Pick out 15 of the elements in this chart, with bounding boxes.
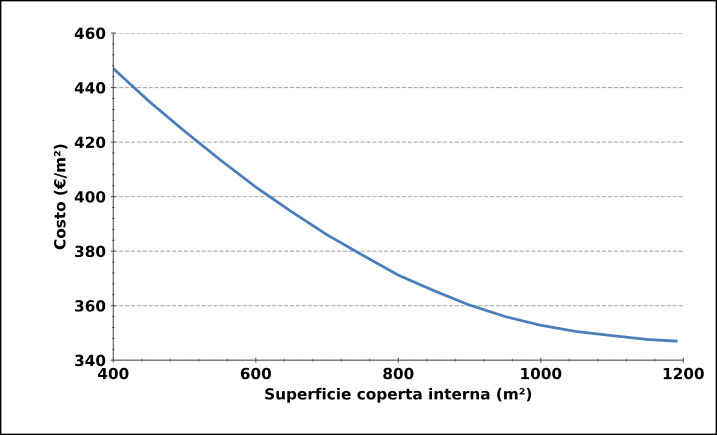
y-tick-label: 400 xyxy=(74,191,106,203)
y-tick-label: 340 xyxy=(75,354,106,366)
line-series xyxy=(113,67,678,342)
y-tick-label: 440 xyxy=(74,82,106,94)
y-axis-title: Costo (€/m²) xyxy=(54,144,68,250)
x-axis-title: Superficie coperta interna (m²) xyxy=(265,388,532,403)
y-tick-label: 460 xyxy=(74,28,106,40)
x-tick-label: 400 xyxy=(98,368,128,380)
x-tick-label: 800 xyxy=(383,368,414,380)
x-tick-label: 600 xyxy=(240,368,272,380)
x-tick-label: 1200 xyxy=(664,368,704,380)
y-tick-label: 420 xyxy=(74,136,106,148)
y-tick-label: 360 xyxy=(75,300,106,312)
x-tick-label: 1000 xyxy=(521,368,562,380)
y-tick-label: 380 xyxy=(75,246,106,258)
